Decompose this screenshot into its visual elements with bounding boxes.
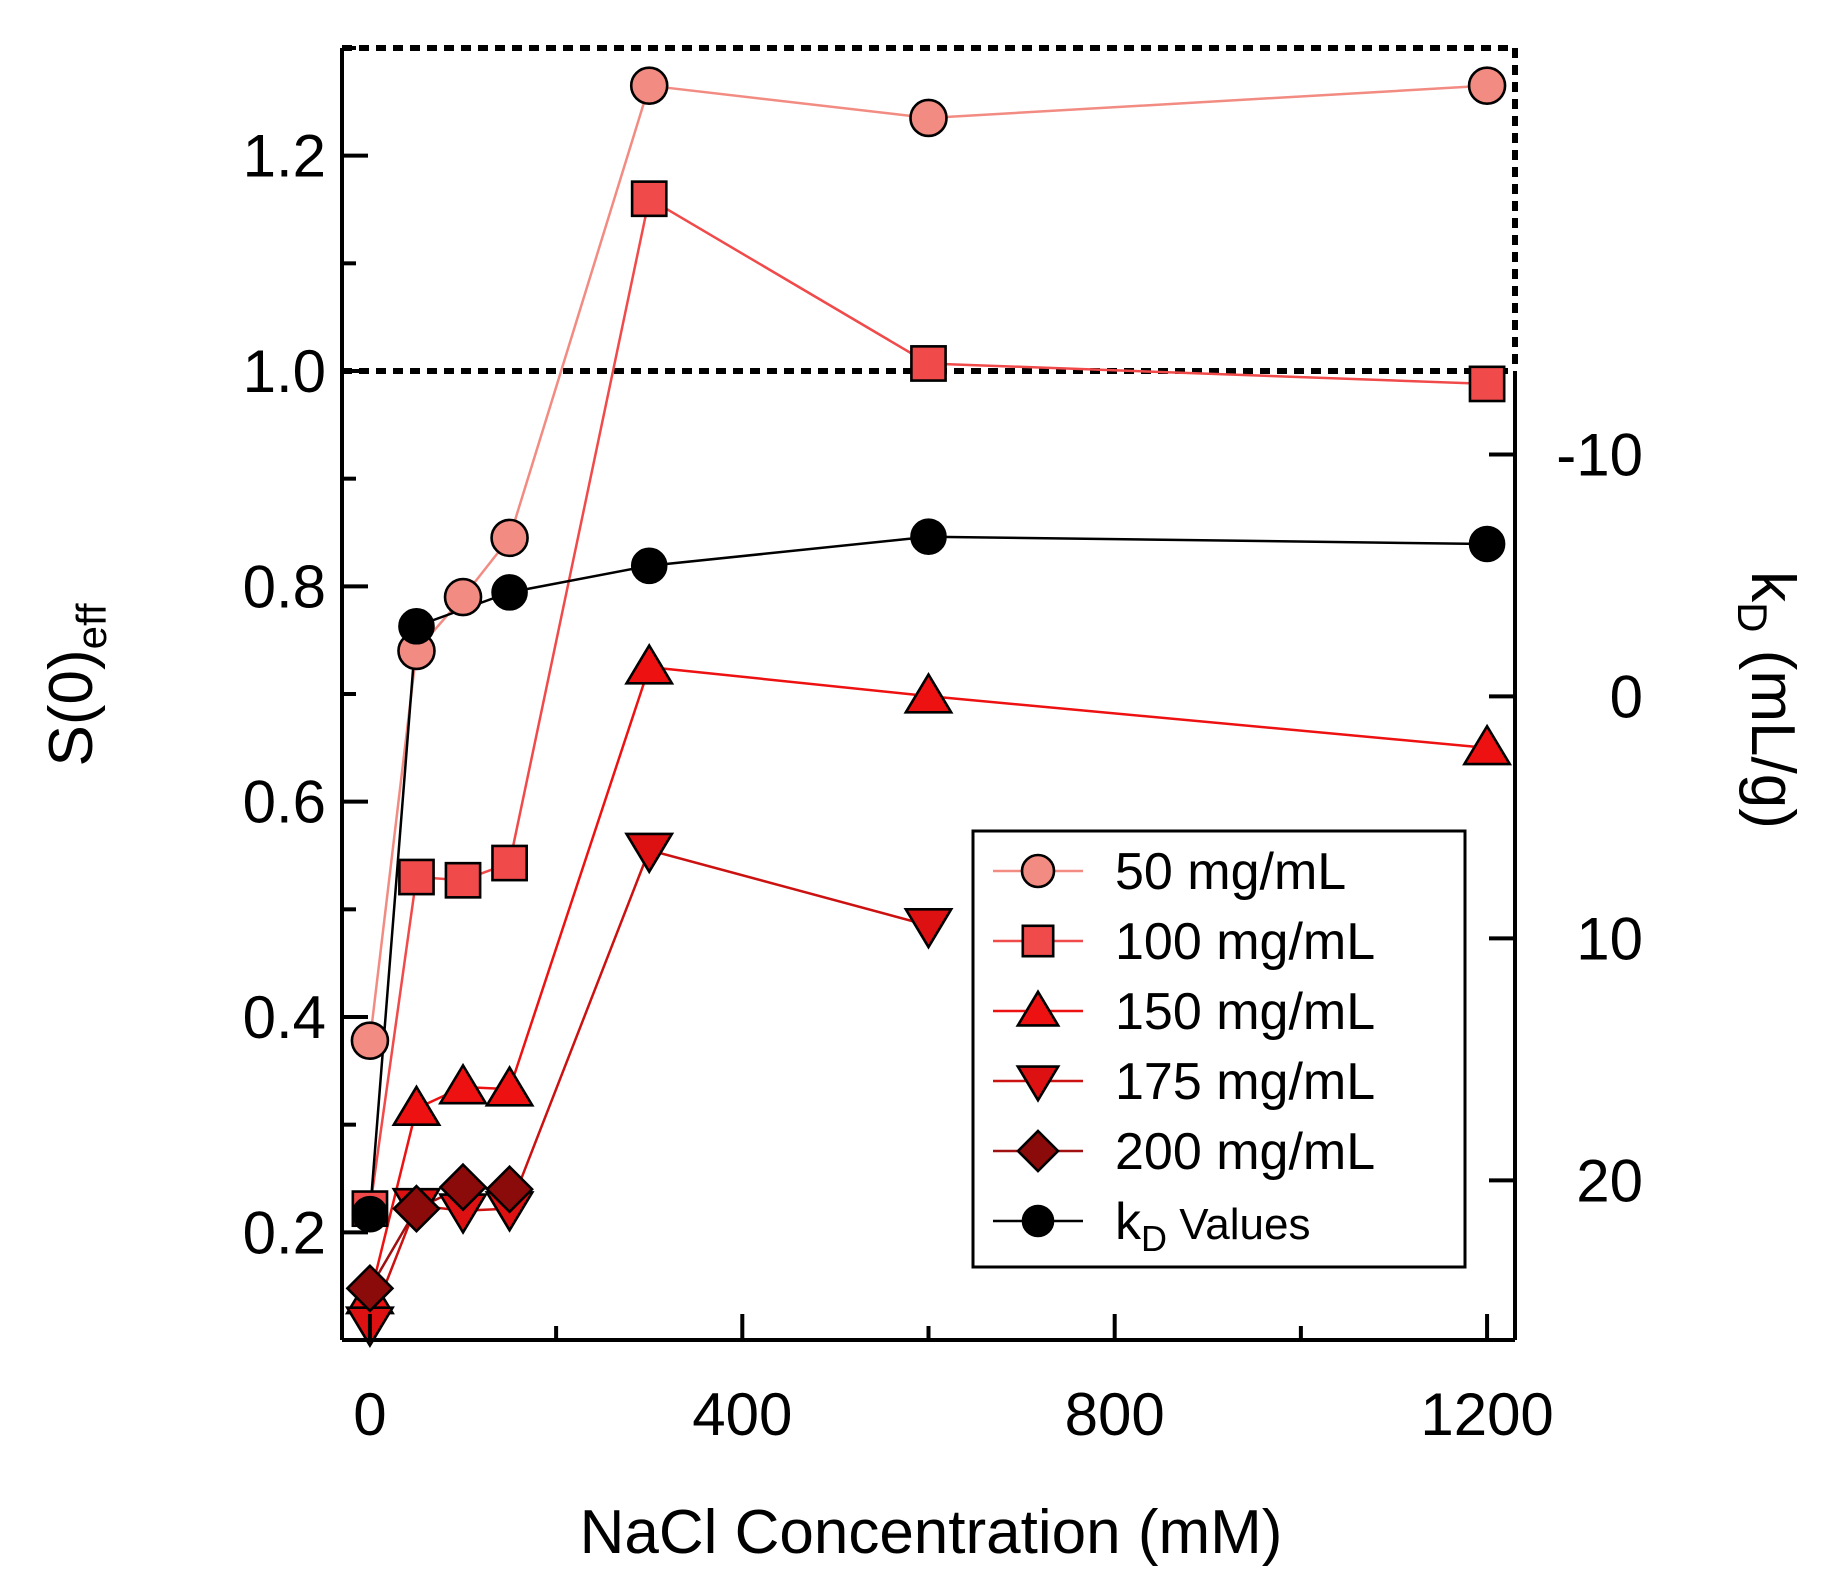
y-tick-label: 1.0 <box>243 338 326 405</box>
y-axis-title-sub: eff <box>68 603 115 649</box>
x-tick-label: 0 <box>353 1381 386 1448</box>
legend-label-3: 175 mg/mL <box>1115 1053 1375 1111</box>
y-tick-label: 1.2 <box>243 123 326 190</box>
legend: 50 mg/mL 100 mg/mL 150 mg/mL 175 mg/mL 200 m… <box>971 829 1467 1269</box>
x-tick-label: 400 <box>692 1381 792 1448</box>
y-tick-label: 0.4 <box>243 984 326 1051</box>
x-axis-title: NaCl Concentration (mM) <box>580 1498 1283 1567</box>
data-point-s2-p2 <box>438 1062 488 1105</box>
data-point-s2-p6 <box>1462 723 1513 766</box>
data-point-s5-p3 <box>630 547 668 585</box>
data-point-s1-p4 <box>630 180 668 218</box>
data-point-s5-p1 <box>398 607 435 645</box>
y2-axis-title-rest: (mL/g) <box>1738 632 1807 828</box>
y-axis-title: S(0)eff <box>37 603 115 766</box>
data-point-s0-p2 <box>443 577 483 617</box>
legend-box <box>971 829 1467 1269</box>
data-point-s1-p5 <box>910 345 947 382</box>
data-point-s2-p5 <box>903 672 954 714</box>
data-point-s1-p1 <box>398 858 435 896</box>
y2-axis-title-main: k <box>1738 571 1807 603</box>
data-point-s4-p3 <box>485 1164 534 1214</box>
y-tick-label: 0.6 <box>243 769 326 836</box>
data-point-s1-p2 <box>444 861 482 899</box>
data-markers <box>344 66 1513 1348</box>
y-tick-label: 0.2 <box>243 1199 326 1266</box>
legend-marker-5 <box>1021 1204 1055 1238</box>
data-point-s2-p1 <box>391 1084 442 1127</box>
y2-axis-title-sub: D <box>1729 602 1776 632</box>
legend-label-2: 150 mg/mL <box>1115 983 1375 1041</box>
legend-label-5: kD Values <box>1115 1193 1311 1259</box>
legend-label-main: k <box>1115 1193 1142 1251</box>
legend-label-1: 100 mg/mL <box>1115 913 1375 971</box>
data-point-s1-p6 <box>1468 365 1506 403</box>
data-point-s5-p5 <box>1468 525 1506 563</box>
legend-marker-0 <box>1020 853 1056 889</box>
legend-marker-3 <box>1015 1065 1061 1103</box>
legend-label-4: 200 mg/mL <box>1115 1123 1375 1181</box>
y2-tick-label: 10 <box>1576 905 1643 972</box>
y2-tick-label: 20 <box>1576 1147 1643 1214</box>
data-point-s0-p6 <box>1467 66 1507 105</box>
data-point-s4-p1 <box>392 1184 441 1233</box>
y2-tick-label: 0 <box>1610 663 1643 730</box>
series-line-5 <box>368 535 1488 1215</box>
y2-axis-title: kD (mL/g) <box>1729 571 1807 829</box>
legend-label-sub: D <box>1141 1218 1167 1259</box>
y2-tick-label: -10 <box>1556 421 1643 488</box>
data-point-s1-p3 <box>491 844 528 882</box>
data-point-s0-p5 <box>909 98 948 138</box>
data-point-s5-p2 <box>491 574 528 611</box>
legend-marker-2 <box>1015 989 1061 1027</box>
ticks: 0 400 800 1200 0.2 0.4 0.6 0.8 1.0 1.2 -10 0 10 20 <box>243 46 1643 1448</box>
data-point-s4-p2 <box>438 1162 488 1212</box>
data-point-s5-p0 <box>351 1195 389 1233</box>
data-point-s2-p3 <box>484 1065 535 1107</box>
legend-label-0: 50 mg/mL <box>1115 843 1346 901</box>
data-point-s5-p4 <box>910 518 947 556</box>
legend-label-rest: Values <box>1167 1200 1311 1249</box>
legend-marker-4 <box>1016 1129 1060 1173</box>
data-point-s4-p0 <box>345 1263 395 1313</box>
data-point-s3-p4 <box>624 832 675 875</box>
x-tick-label: 1200 <box>1420 1381 1553 1448</box>
data-point-s0-p3 <box>490 518 529 558</box>
series-line-4 <box>368 1185 510 1289</box>
data-point-s0-p0 <box>350 1021 390 1060</box>
data-point-s0-p4 <box>629 66 669 105</box>
x-tick-label: 800 <box>1065 1381 1165 1448</box>
legend-marker-1 <box>1021 924 1055 958</box>
data-point-s2-p4 <box>624 642 675 685</box>
y-axis-title-main: S(0) <box>37 649 106 766</box>
y-tick-label: 0.8 <box>243 553 326 620</box>
data-point-s3-p5 <box>903 907 954 950</box>
